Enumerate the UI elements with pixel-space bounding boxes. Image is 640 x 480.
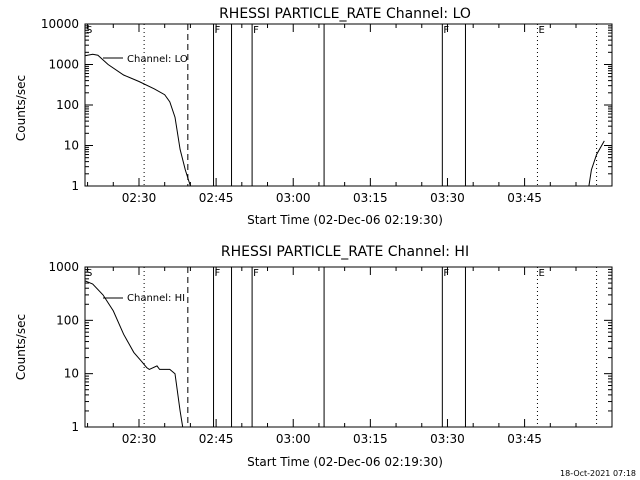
- y-tick-label: 10: [64, 367, 79, 381]
- chart-title: RHESSI PARTICLE_RATE Channel: HI: [221, 244, 469, 260]
- time-marker-label: F: [443, 268, 449, 279]
- data-series-line: [84, 53, 191, 187]
- y-tick-label: 1: [71, 420, 79, 434]
- y-tick-label: 1: [71, 179, 79, 193]
- chart-title: RHESSI PARTICLE_RATE Channel: LO: [219, 6, 471, 22]
- time-marker-label: F: [215, 268, 221, 279]
- y-tick-label: 1000: [48, 260, 79, 274]
- y-tick-label: 10: [64, 139, 79, 153]
- panel-hi: RHESSI PARTICLE_RATE Channel: HI Counts/…: [14, 244, 613, 469]
- y-tick-label: 1000: [48, 58, 79, 72]
- time-marker-label: E: [538, 268, 544, 279]
- x-tick-label: 02:45: [199, 432, 234, 446]
- data-series-line: [588, 140, 605, 187]
- legend-label: Channel: HI: [127, 293, 185, 304]
- y-tick-label: 100: [56, 313, 79, 327]
- x-tick-label: 03:00: [276, 191, 311, 205]
- x-tick-label: 02:30: [122, 191, 157, 205]
- x-tick-label: 03:30: [430, 432, 465, 446]
- x-tick-label: 03:45: [507, 191, 542, 205]
- plot-frame: [84, 266, 613, 428]
- time-marker-label: S: [86, 25, 92, 36]
- plot-frame: [84, 23, 613, 187]
- x-tick-label: 03:15: [353, 191, 388, 205]
- x-axis-label: Start Time (02-Dec-06 02:19:30): [247, 455, 443, 469]
- panel-lo: RHESSI PARTICLE_RATE Channel: LO Counts/…: [14, 6, 613, 227]
- time-marker-label: F: [253, 25, 259, 36]
- x-tick-label: 03:45: [507, 432, 542, 446]
- x-tick-label: 02:30: [122, 432, 157, 446]
- data-series-line: [84, 280, 184, 428]
- time-marker-label: F: [215, 25, 221, 36]
- time-marker-label: E: [538, 25, 544, 36]
- y-tick-label: 100: [56, 98, 79, 112]
- x-tick-label: 03:30: [430, 191, 465, 205]
- x-tick-label: 03:00: [276, 432, 311, 446]
- legend-label: Channel: LO: [127, 54, 188, 65]
- y-axis-label: Counts/sec: [14, 314, 28, 380]
- y-axis-label: Counts/sec: [14, 75, 28, 141]
- x-tick-label: 03:15: [353, 432, 388, 446]
- y-tick-label: 10000: [41, 17, 79, 31]
- x-tick-label: 02:45: [199, 191, 234, 205]
- x-axis-label: Start Time (02-Dec-06 02:19:30): [247, 213, 443, 227]
- time-marker-label: S: [86, 268, 92, 279]
- time-marker-label: F: [443, 25, 449, 36]
- footer-timestamp: 18-Oct-2021 07:18: [560, 469, 636, 478]
- time-marker-label: F: [253, 268, 259, 279]
